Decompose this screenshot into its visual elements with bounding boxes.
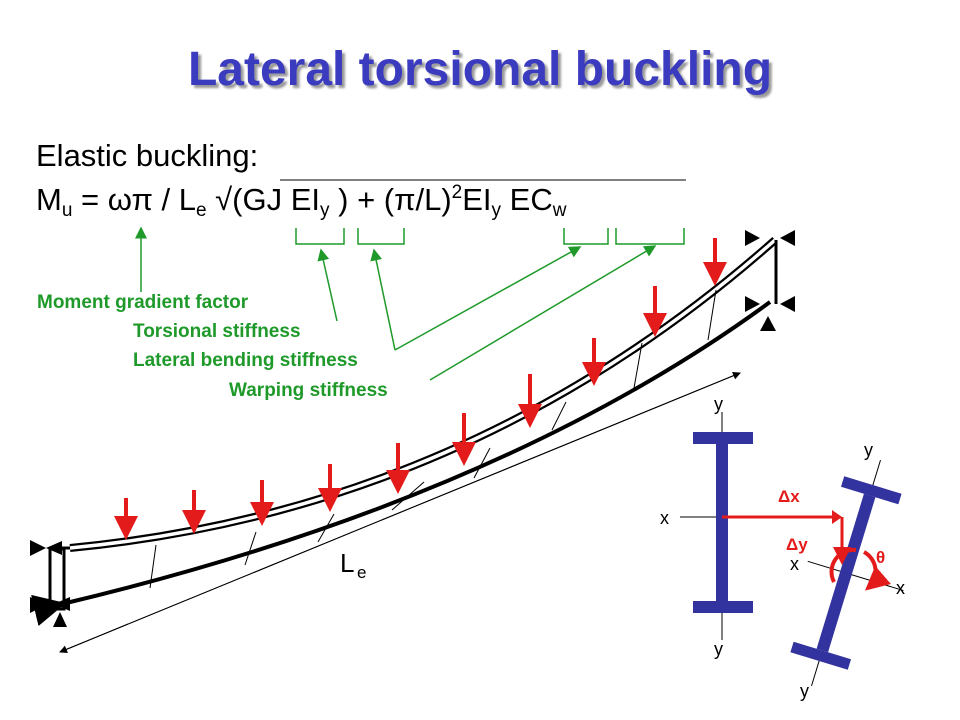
web-line [473,447,491,479]
formula-ei: EI [462,182,492,217]
right-support-triangle [780,296,795,312]
beam-top-flange-inner [69,238,777,550]
web-line [707,289,717,341]
section-top-flange [693,432,753,444]
formula-y-sub-2: y [491,200,502,221]
delta-x-arrowhead [832,510,842,524]
section-web [716,444,728,601]
formula-y-sub-1: y [320,200,330,221]
rotated-label-y-top: y [864,440,873,460]
rotated-section [790,460,904,686]
label-warping: Warping stiffness [229,380,388,401]
length-label-sub: e [357,563,366,582]
web-line [633,342,643,389]
moment-formula: Mu = ωπ / Le √(GJ EIy ) + (π/L)2EIy ECw [36,182,566,222]
leader-torsional [317,248,338,322]
web-line [149,544,157,589]
formula-w-sub: w [552,200,567,221]
right-support-triangle [760,316,776,331]
rotated-bottom-flange [790,641,852,670]
delta-x-label: Δx [778,487,800,506]
formula-e-sub: e [195,200,207,221]
rotated-x-axis [807,560,904,592]
formula-root: √(GJ EI [206,182,321,217]
right-support-triangle [745,296,760,312]
rotated-top-flange [840,476,902,505]
label-moment-gradient: Moment gradient factor [37,292,249,313]
bracket-eiy-1 [357,228,405,245]
beam-bottom-flange [31,300,772,627]
leader-warping [429,245,657,381]
web-line [391,481,425,511]
bracket-ecw [615,228,685,245]
leader-lateral-1 [370,248,396,351]
formula-square: 2 [451,182,463,203]
formula-ec: EC [501,182,553,217]
length-dimension-line-reverse [59,372,741,654]
bracket-gj [295,228,345,245]
rotated-label-x-left: x [790,554,799,574]
theta-arc-right [862,550,891,591]
left-support-triangle [30,540,46,556]
rotated-label-x-right: x [896,578,905,598]
rotated-label-y-bottom: y [800,681,809,701]
formula-u-sub: u [61,200,73,221]
theta-arc-left [829,547,857,583]
formula-m: M [36,182,62,217]
formula-mid: ) + (π/L) [329,182,452,217]
right-support-triangle [745,230,760,246]
web-line [551,401,567,431]
left-support-triangle [30,597,46,613]
leader-lateral-2 [394,246,582,351]
beam-bottom-arrowhead [54,597,70,611]
section-label-y-top: y [714,394,723,414]
page-title: Lateral torsional buckling [187,43,773,96]
rotated-web [816,493,876,653]
web-line [317,513,335,543]
label-lateral: Lateral bending stiffness [133,350,358,371]
beam-top-flange-outer [69,237,778,552]
section-label-x: x [660,508,669,528]
length-label-L: L [340,548,354,578]
web-line [244,531,257,566]
left-support-triangle [53,612,67,627]
theta-label: θ [876,548,885,567]
elastic-buckling-heading: Elastic buckling: [36,138,259,173]
delta-y-label: Δy [786,535,808,554]
section-label-y-bottom: y [714,639,723,659]
right-support-triangle [780,230,795,246]
formula-eq: = ωπ / L [72,182,196,217]
label-torsional: Torsional stiffness [133,321,301,342]
bracket-eiy-2 [563,228,609,245]
section-bottom-flange [693,601,753,613]
left-support-frame [48,547,66,611]
